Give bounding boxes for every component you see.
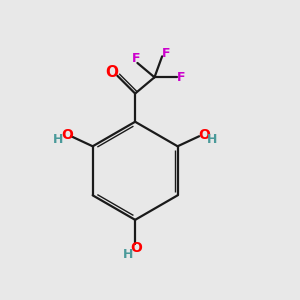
Text: F: F	[131, 52, 140, 65]
Text: H: H	[53, 133, 63, 146]
Text: F: F	[177, 71, 185, 84]
Text: O: O	[198, 128, 210, 142]
Text: O: O	[130, 241, 142, 255]
Text: O: O	[105, 65, 119, 80]
Text: F: F	[162, 47, 170, 60]
Text: H: H	[207, 133, 217, 146]
Text: O: O	[61, 128, 73, 142]
Text: H: H	[123, 248, 133, 261]
